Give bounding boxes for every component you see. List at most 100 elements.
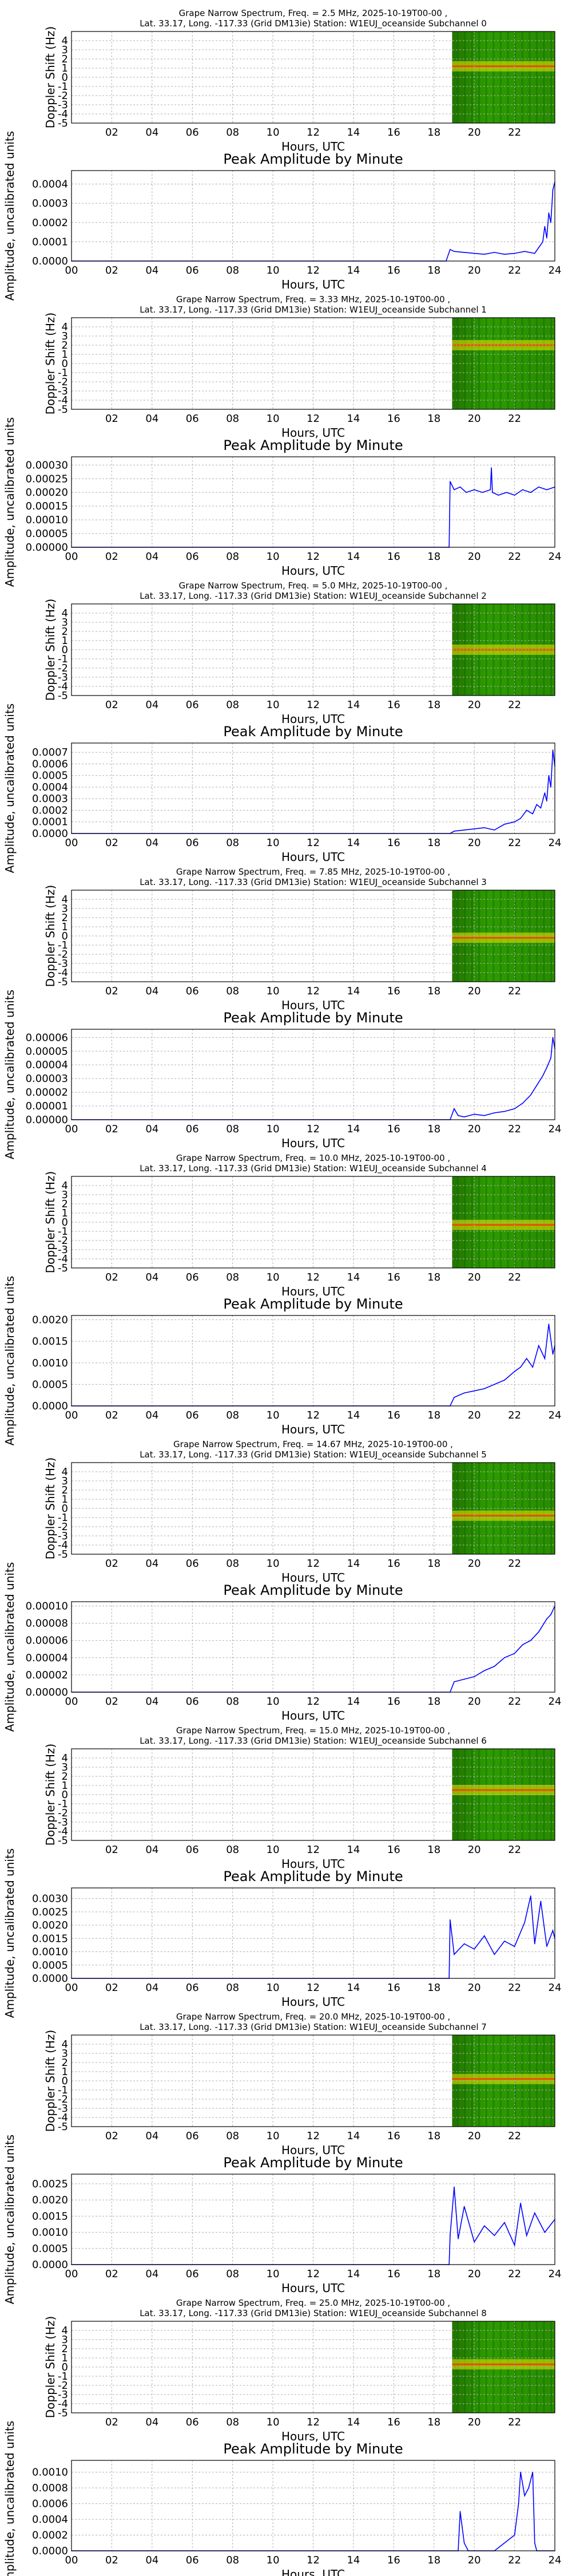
y-tick-label: 0.0025 bbox=[32, 2178, 68, 2190]
x-tick-label: 20 bbox=[468, 264, 481, 276]
amplitude-panel: Peak Amplitude by Minute 00 02 04 06 08 10 12 14… bbox=[3, 2135, 561, 2304]
x-tick-label: 04 bbox=[145, 2268, 158, 2280]
x-tick-label: 18 bbox=[427, 985, 440, 997]
x-tick-label: 08 bbox=[226, 413, 239, 425]
x-tick-label: 04 bbox=[145, 1558, 158, 1570]
spectrum-streak bbox=[492, 31, 495, 123]
amplitude-point bbox=[536, 804, 538, 805]
x-tick-label: 10 bbox=[267, 413, 280, 425]
y-tick-label: 0.0003 bbox=[32, 197, 68, 210]
x-tick-label: 24 bbox=[549, 1123, 562, 1135]
amplitude-point bbox=[450, 2235, 451, 2237]
x-tick-label: 20 bbox=[468, 837, 481, 849]
amplitude-point bbox=[463, 1116, 465, 1118]
x-tick-label: 08 bbox=[226, 127, 239, 139]
x-tick-label: 20 bbox=[468, 413, 481, 425]
plot-frame bbox=[71, 1887, 555, 1979]
chart-title: Grape Narrow Spectrum, Freq. = 10.0 MHz,… bbox=[176, 1153, 450, 1163]
x-tick-label: 24 bbox=[549, 1696, 562, 1708]
x-tick-label: 00 bbox=[65, 1982, 78, 1994]
spectrum-streak bbox=[464, 31, 466, 123]
amplitude-point bbox=[534, 1943, 535, 1945]
y-tick-label: -5 bbox=[58, 690, 68, 702]
amplitude-panel: Peak Amplitude by Minute 00 02 04 06 08 10 12 14… bbox=[3, 990, 561, 1159]
plot-frame bbox=[71, 2174, 555, 2265]
amplitude-series-line bbox=[72, 1037, 555, 1120]
x-axis-label: Hours, UTC bbox=[281, 1285, 345, 1298]
plot-frame bbox=[71, 1029, 555, 1120]
x-tick-label: 22 bbox=[508, 1844, 521, 1856]
x-tick-label: 12 bbox=[307, 1409, 320, 1421]
x-tick-label: 16 bbox=[387, 699, 400, 711]
amplitude-point bbox=[504, 823, 505, 825]
spectrum-panel: Grape Narrow Spectrum, Freq. = 20.0 MHz,… bbox=[43, 2012, 555, 2157]
chart-title: Peak Amplitude by Minute bbox=[223, 1010, 403, 1026]
amplitude-point bbox=[518, 2503, 519, 2504]
x-tick-label: 04 bbox=[145, 1409, 158, 1421]
amplitude-point bbox=[459, 486, 461, 488]
y-tick-label: 3 bbox=[62, 44, 68, 56]
amplitude-point bbox=[524, 2495, 525, 2496]
y-tick-label: 0.0004 bbox=[32, 179, 68, 191]
x-tick-label: 22 bbox=[508, 264, 521, 276]
y-tick-label: -2 bbox=[58, 376, 68, 388]
x-tick-label: 12 bbox=[307, 264, 320, 276]
y-tick-label: 0.0000 bbox=[32, 828, 68, 840]
y-tick-label: 0.00006 bbox=[26, 1635, 68, 1647]
x-tick-label: 04 bbox=[145, 1123, 158, 1135]
amplitude-point bbox=[454, 1954, 455, 1955]
x-tick-label: 12 bbox=[307, 2268, 320, 2280]
x-axis-label: Hours, UTC bbox=[281, 426, 345, 440]
plot-frame bbox=[71, 317, 555, 410]
x-tick-label: 02 bbox=[105, 2130, 118, 2142]
x-tick-label: 12 bbox=[307, 1558, 320, 1570]
y-axis-label: Amplitude, uncalibrated units bbox=[3, 704, 17, 873]
y-tick-label: 0.00010 bbox=[26, 514, 68, 526]
amplitude-point bbox=[548, 1323, 550, 1325]
y-tick-label: 0.00002 bbox=[26, 1086, 68, 1099]
y-tick-label: 0.0010 bbox=[32, 2227, 68, 2239]
y-tick-label: 4 bbox=[62, 2038, 68, 2050]
amplitude-point bbox=[548, 212, 550, 214]
x-tick-label: 24 bbox=[549, 2268, 562, 2280]
x-tick-label: 22 bbox=[508, 2554, 521, 2566]
amplitude-point bbox=[540, 1901, 542, 1902]
x-tick-label: 02 bbox=[105, 1696, 118, 1708]
x-tick-label: 18 bbox=[427, 551, 440, 563]
amplitude-point bbox=[540, 807, 542, 809]
x-axis-label: Hours, UTC bbox=[281, 2281, 345, 2295]
y-tick-label: -3 bbox=[58, 1530, 68, 1542]
x-tick-label: 08 bbox=[226, 264, 239, 276]
y-axis-label: Amplitude, uncalibrated units bbox=[3, 1848, 17, 2018]
x-tick-label: 10 bbox=[267, 1558, 280, 1570]
x-tick-label: 16 bbox=[387, 1409, 400, 1421]
amplitude-point bbox=[458, 2238, 459, 2239]
x-tick-label: 04 bbox=[145, 2554, 158, 2566]
x-tick-label: 08 bbox=[226, 1558, 239, 1570]
spectrum-streak bbox=[535, 31, 538, 123]
x-axis-label: Hours, UTC bbox=[281, 712, 345, 726]
amplitude-point bbox=[530, 1095, 531, 1096]
spectrum-shading bbox=[452, 318, 555, 409]
spectrum-shading bbox=[452, 1463, 555, 1554]
y-tick-label: 2 bbox=[62, 1198, 68, 1210]
y-axis-label: Amplitude, uncalibrated units bbox=[3, 990, 17, 1159]
y-tick-label: 0.00025 bbox=[26, 473, 68, 485]
y-tick-label: 1 bbox=[62, 921, 68, 933]
amplitude-point bbox=[504, 1111, 505, 1112]
amplitude-panel: Peak Amplitude by Minute 00 02 04 06 08 10 12 14… bbox=[3, 1276, 561, 1445]
y-tick-label: 0.0005 bbox=[32, 1378, 68, 1390]
spectrum-streak bbox=[543, 1463, 545, 1554]
chart-title: Grape Narrow Spectrum, Freq. = 2.5 MHz, … bbox=[179, 8, 448, 18]
y-tick-label: 0.0000 bbox=[32, 1400, 68, 1412]
y-tick-label: 0.0003 bbox=[32, 793, 68, 805]
y-tick-label: 0.00015 bbox=[26, 500, 68, 512]
x-tick-label: 16 bbox=[387, 2416, 400, 2428]
x-tick-label: 04 bbox=[145, 1696, 158, 1708]
amplitude-point bbox=[483, 2225, 485, 2227]
x-tick-label: 12 bbox=[307, 1982, 320, 1994]
y-tick-label: 4 bbox=[62, 1752, 68, 1764]
y-axis-label: Doppler Shift (Hz) bbox=[43, 1171, 57, 1273]
amplitude-point bbox=[494, 252, 495, 253]
chart-title: Peak Amplitude by Minute bbox=[223, 151, 403, 167]
